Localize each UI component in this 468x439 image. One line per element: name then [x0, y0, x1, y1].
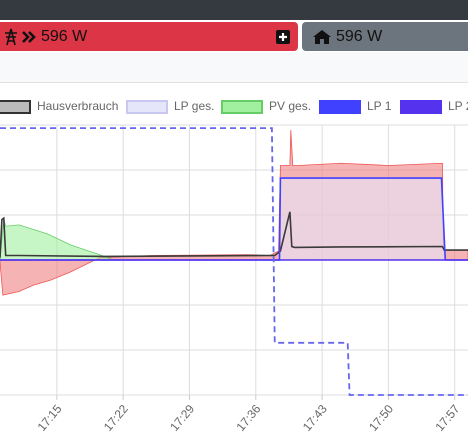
grid-power: 596 W [41, 27, 88, 45]
grid-button[interactable]: 596 W [0, 22, 298, 51]
line [0, 211, 468, 258]
chevrons-icon [22, 30, 36, 43]
x-tick-label: 17:57 [432, 402, 462, 434]
legend-swatch [221, 100, 263, 114]
legend-swatch [400, 100, 442, 114]
legend-label: LP ges. [174, 99, 214, 113]
legend-label: LP 2 [448, 99, 468, 113]
plus-icon[interactable] [276, 29, 290, 44]
house-power: 596 W [336, 27, 383, 45]
x-tick-label: 17:15 [35, 402, 65, 434]
sub-bar [0, 52, 468, 83]
x-tick-label: 17:29 [167, 402, 197, 434]
home-icon [313, 29, 331, 44]
legend-swatch [319, 100, 361, 114]
tower-icon [5, 28, 17, 45]
legend-swatch [126, 100, 168, 114]
legend-label: PV ges. [269, 99, 311, 113]
x-tick-label: 17:36 [233, 402, 263, 434]
dashed-line [0, 127, 468, 396]
legend-swatch [0, 100, 31, 114]
chart: 17:15 17:22 17:29 17:36 17:43 17:50 17:57 LP ge… [0, 99, 468, 434]
top-bar [0, 0, 468, 20]
house-button[interactable]: 596 W [302, 22, 468, 51]
x-tick-label: 17:50 [366, 402, 396, 434]
x-tick-label: 17:22 [101, 402, 131, 434]
x-tick-label: 17:43 [300, 402, 330, 434]
legend-label: Hausverbrauch [37, 99, 118, 113]
legend-label: LP 1 [367, 99, 392, 113]
